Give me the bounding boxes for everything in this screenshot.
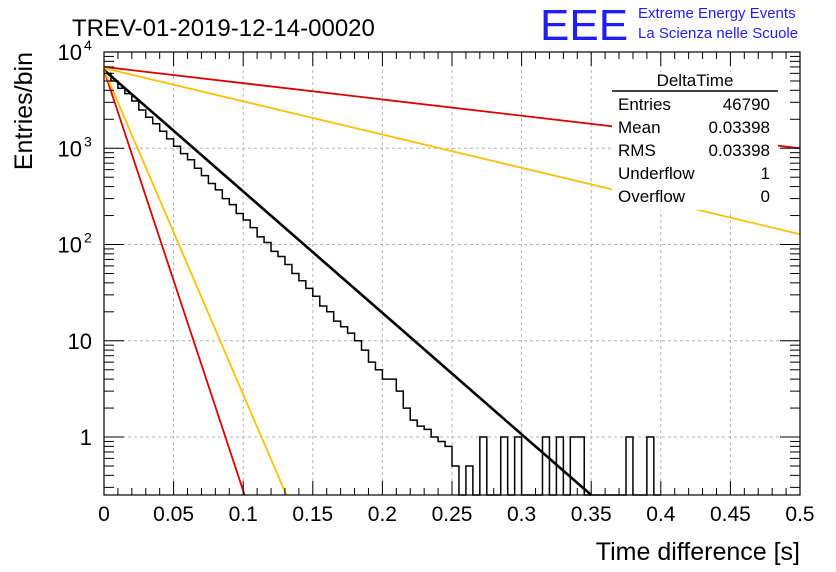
y-tick-label: 10: [58, 233, 82, 258]
stats-box-title: DeltaTime: [657, 71, 734, 90]
reference-line: [103, 69, 288, 496]
stats-value: 46790: [723, 95, 770, 114]
x-tick-label: 0.35: [571, 503, 612, 526]
chart-title: TREV-01-2019-12-14-00020: [72, 15, 375, 42]
stats-label: RMS: [618, 141, 656, 160]
stats-label: Overflow: [618, 187, 686, 206]
y-axis-label: Entries/bin: [10, 52, 38, 170]
x-tick-label: 0.45: [710, 503, 751, 526]
x-tick-label: 0.1: [229, 503, 258, 526]
stats-value: 0.03398: [709, 118, 770, 137]
eee-logo: EEE: [540, 1, 628, 50]
stats-label: Underflow: [618, 164, 695, 183]
y-tick-label: 10: [58, 40, 82, 65]
y-tick-label: 1: [80, 425, 92, 450]
org-name: Extreme Energy Events: [638, 5, 796, 22]
stats-label: Entries: [618, 95, 671, 114]
reference-line: [103, 69, 246, 496]
stats-label: Mean: [618, 118, 661, 137]
y-tick-exponent: 2: [84, 230, 92, 246]
org-subtitle: La Scienza nelle Scuole: [638, 25, 798, 42]
fit-line: [103, 69, 593, 496]
x-tick-label: 0.25: [432, 503, 473, 526]
x-tick-labels: 0 0.05 0.1 0.15 0.2 0.25 0.3 0.35 0.4 0.45 0.5: [98, 503, 814, 526]
axis-ticks: [103, 51, 801, 495]
stats-value: 0: [761, 187, 770, 206]
y-tick-exponent: 3: [84, 133, 92, 149]
x-tick-label: 0.3: [507, 503, 536, 526]
stats-value: 1: [761, 164, 770, 183]
y-tick-exponent: 4: [84, 37, 92, 53]
x-tick-label: 0.5: [785, 503, 814, 526]
histogram: [104, 72, 661, 496]
y-tick-label: 10: [58, 136, 82, 161]
x-tick-label: 0.4: [646, 503, 676, 526]
stats-box: DeltaTime Entries 46790 Mean 0.03398 RMS 0.03…: [612, 71, 778, 210]
y-tick-label: 10: [68, 329, 92, 354]
x-tick-label: 0.15: [292, 503, 333, 526]
x-tick-label: 0.05: [153, 503, 194, 526]
x-tick-label: 0: [98, 503, 110, 526]
stats-box-background: [612, 72, 778, 210]
x-axis-label: Time difference [s]: [596, 538, 800, 566]
stats-value: 0.03398: [709, 141, 770, 160]
x-tick-label: 0.2: [368, 503, 397, 526]
histogram-outline: [104, 72, 661, 496]
